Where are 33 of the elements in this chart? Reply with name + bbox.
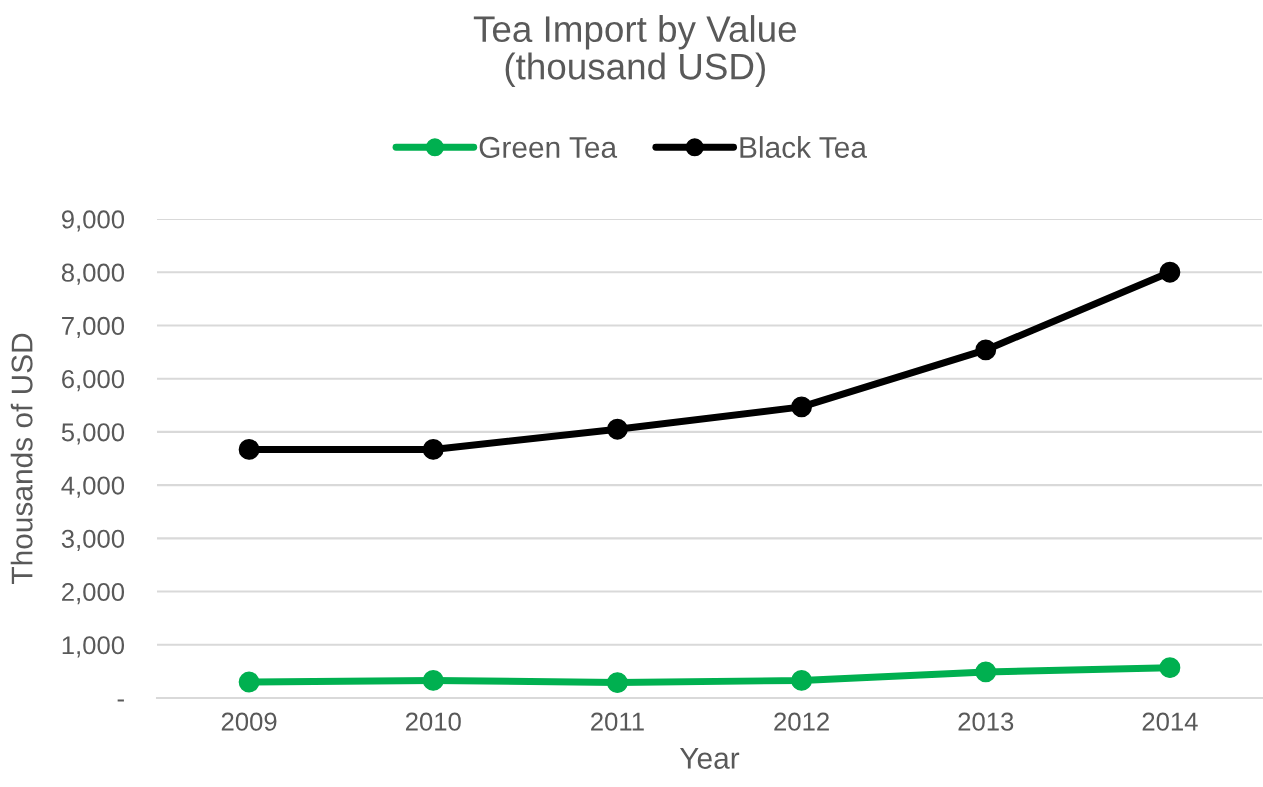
y-tick-label: 1,000 xyxy=(62,636,125,658)
x-tick-label: 2014 xyxy=(1142,712,1198,731)
point xyxy=(422,670,444,691)
y-tick-label: 4,000 xyxy=(61,476,125,498)
point xyxy=(238,439,260,460)
legend-label: Black Tea xyxy=(740,136,867,159)
point xyxy=(791,670,813,691)
point xyxy=(606,672,628,693)
y-tick-label: 6,000 xyxy=(62,370,125,392)
legend-label: Green Tea xyxy=(479,136,618,159)
x-tick-label: 2013 xyxy=(958,712,1014,731)
point xyxy=(606,418,628,440)
point xyxy=(975,661,997,683)
x-axis-title: Year xyxy=(679,748,740,769)
point xyxy=(1159,657,1181,679)
x-tick-label: 2009 xyxy=(221,712,277,731)
x-tick-label: 2011 xyxy=(591,712,644,731)
y-tick-label: 7,000 xyxy=(62,316,125,339)
y-tick-label: 2,000 xyxy=(62,582,125,605)
y-tick-label: 8,000 xyxy=(61,263,125,285)
x-tick-label: 2010 xyxy=(405,712,461,731)
y-tick-label: - xyxy=(117,699,124,702)
chart-title: Tea Import by Value (thousand USD) xyxy=(473,15,796,87)
point xyxy=(975,339,997,361)
y-tick-label: 9,000 xyxy=(61,210,125,232)
x-tick-label: 2012 xyxy=(774,712,829,731)
y-tick-label: 5,000 xyxy=(61,423,125,445)
y-axis-title: Thousands of USD xyxy=(10,333,33,584)
point xyxy=(238,671,260,693)
y-tick-label: 3,000 xyxy=(61,529,125,551)
point xyxy=(1159,261,1181,283)
point xyxy=(422,439,444,460)
point xyxy=(791,396,813,418)
